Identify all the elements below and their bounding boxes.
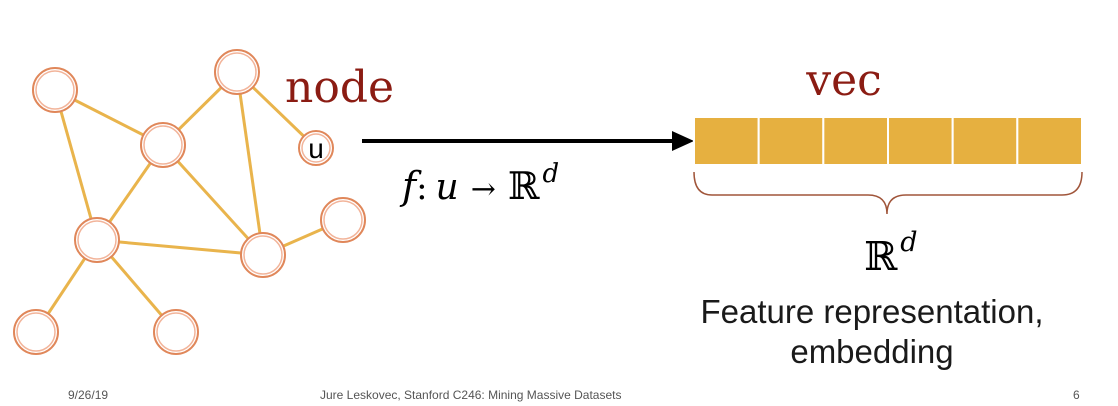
graph-node [240,232,286,278]
mapping-u: u [436,167,459,208]
graph-node [320,197,366,243]
mapping-colon: : [416,168,427,208]
vector-description-line1: Feature representation, [700,293,1043,330]
mapping-dimension: d [542,159,559,189]
vector-cell [757,116,825,166]
vector-cell [822,116,890,166]
graph-title: node [285,62,394,113]
vector-cells [693,116,1084,166]
footer-date: 9/26/19 [68,388,109,402]
node-u-label: u [308,133,324,164]
graph-edge [161,143,265,257]
graph-edge [96,238,264,257]
graph-node-u: u [298,130,334,166]
vector-brace [693,171,1083,215]
graph-node [153,309,199,355]
graph-node [74,217,120,263]
vector-cell [1016,116,1084,166]
vector-cell [693,116,760,166]
vector-description-line2: embedding [790,333,953,370]
footer-page-number: 6 [1073,388,1080,402]
graph-node [32,67,78,113]
graph-node [140,122,186,168]
graph-node [13,309,59,355]
footer-credit: Jure Leskovec, Stanford C246: Mining Mas… [320,388,622,402]
mapping-real-space: ℝ [508,164,540,208]
vector-dimension: d [900,227,917,258]
vector-title: vec [805,55,882,106]
graph-edge [53,89,99,241]
vector-cell [951,116,1019,166]
graph-node [214,49,260,95]
mapping-arrow-symbol: → [471,172,496,207]
graph-nodes: u [13,49,366,355]
vector-cell [887,116,954,166]
mapping-arrow [362,131,694,151]
graph-edge [235,71,265,256]
vector-real-space: ℝ [864,234,898,280]
